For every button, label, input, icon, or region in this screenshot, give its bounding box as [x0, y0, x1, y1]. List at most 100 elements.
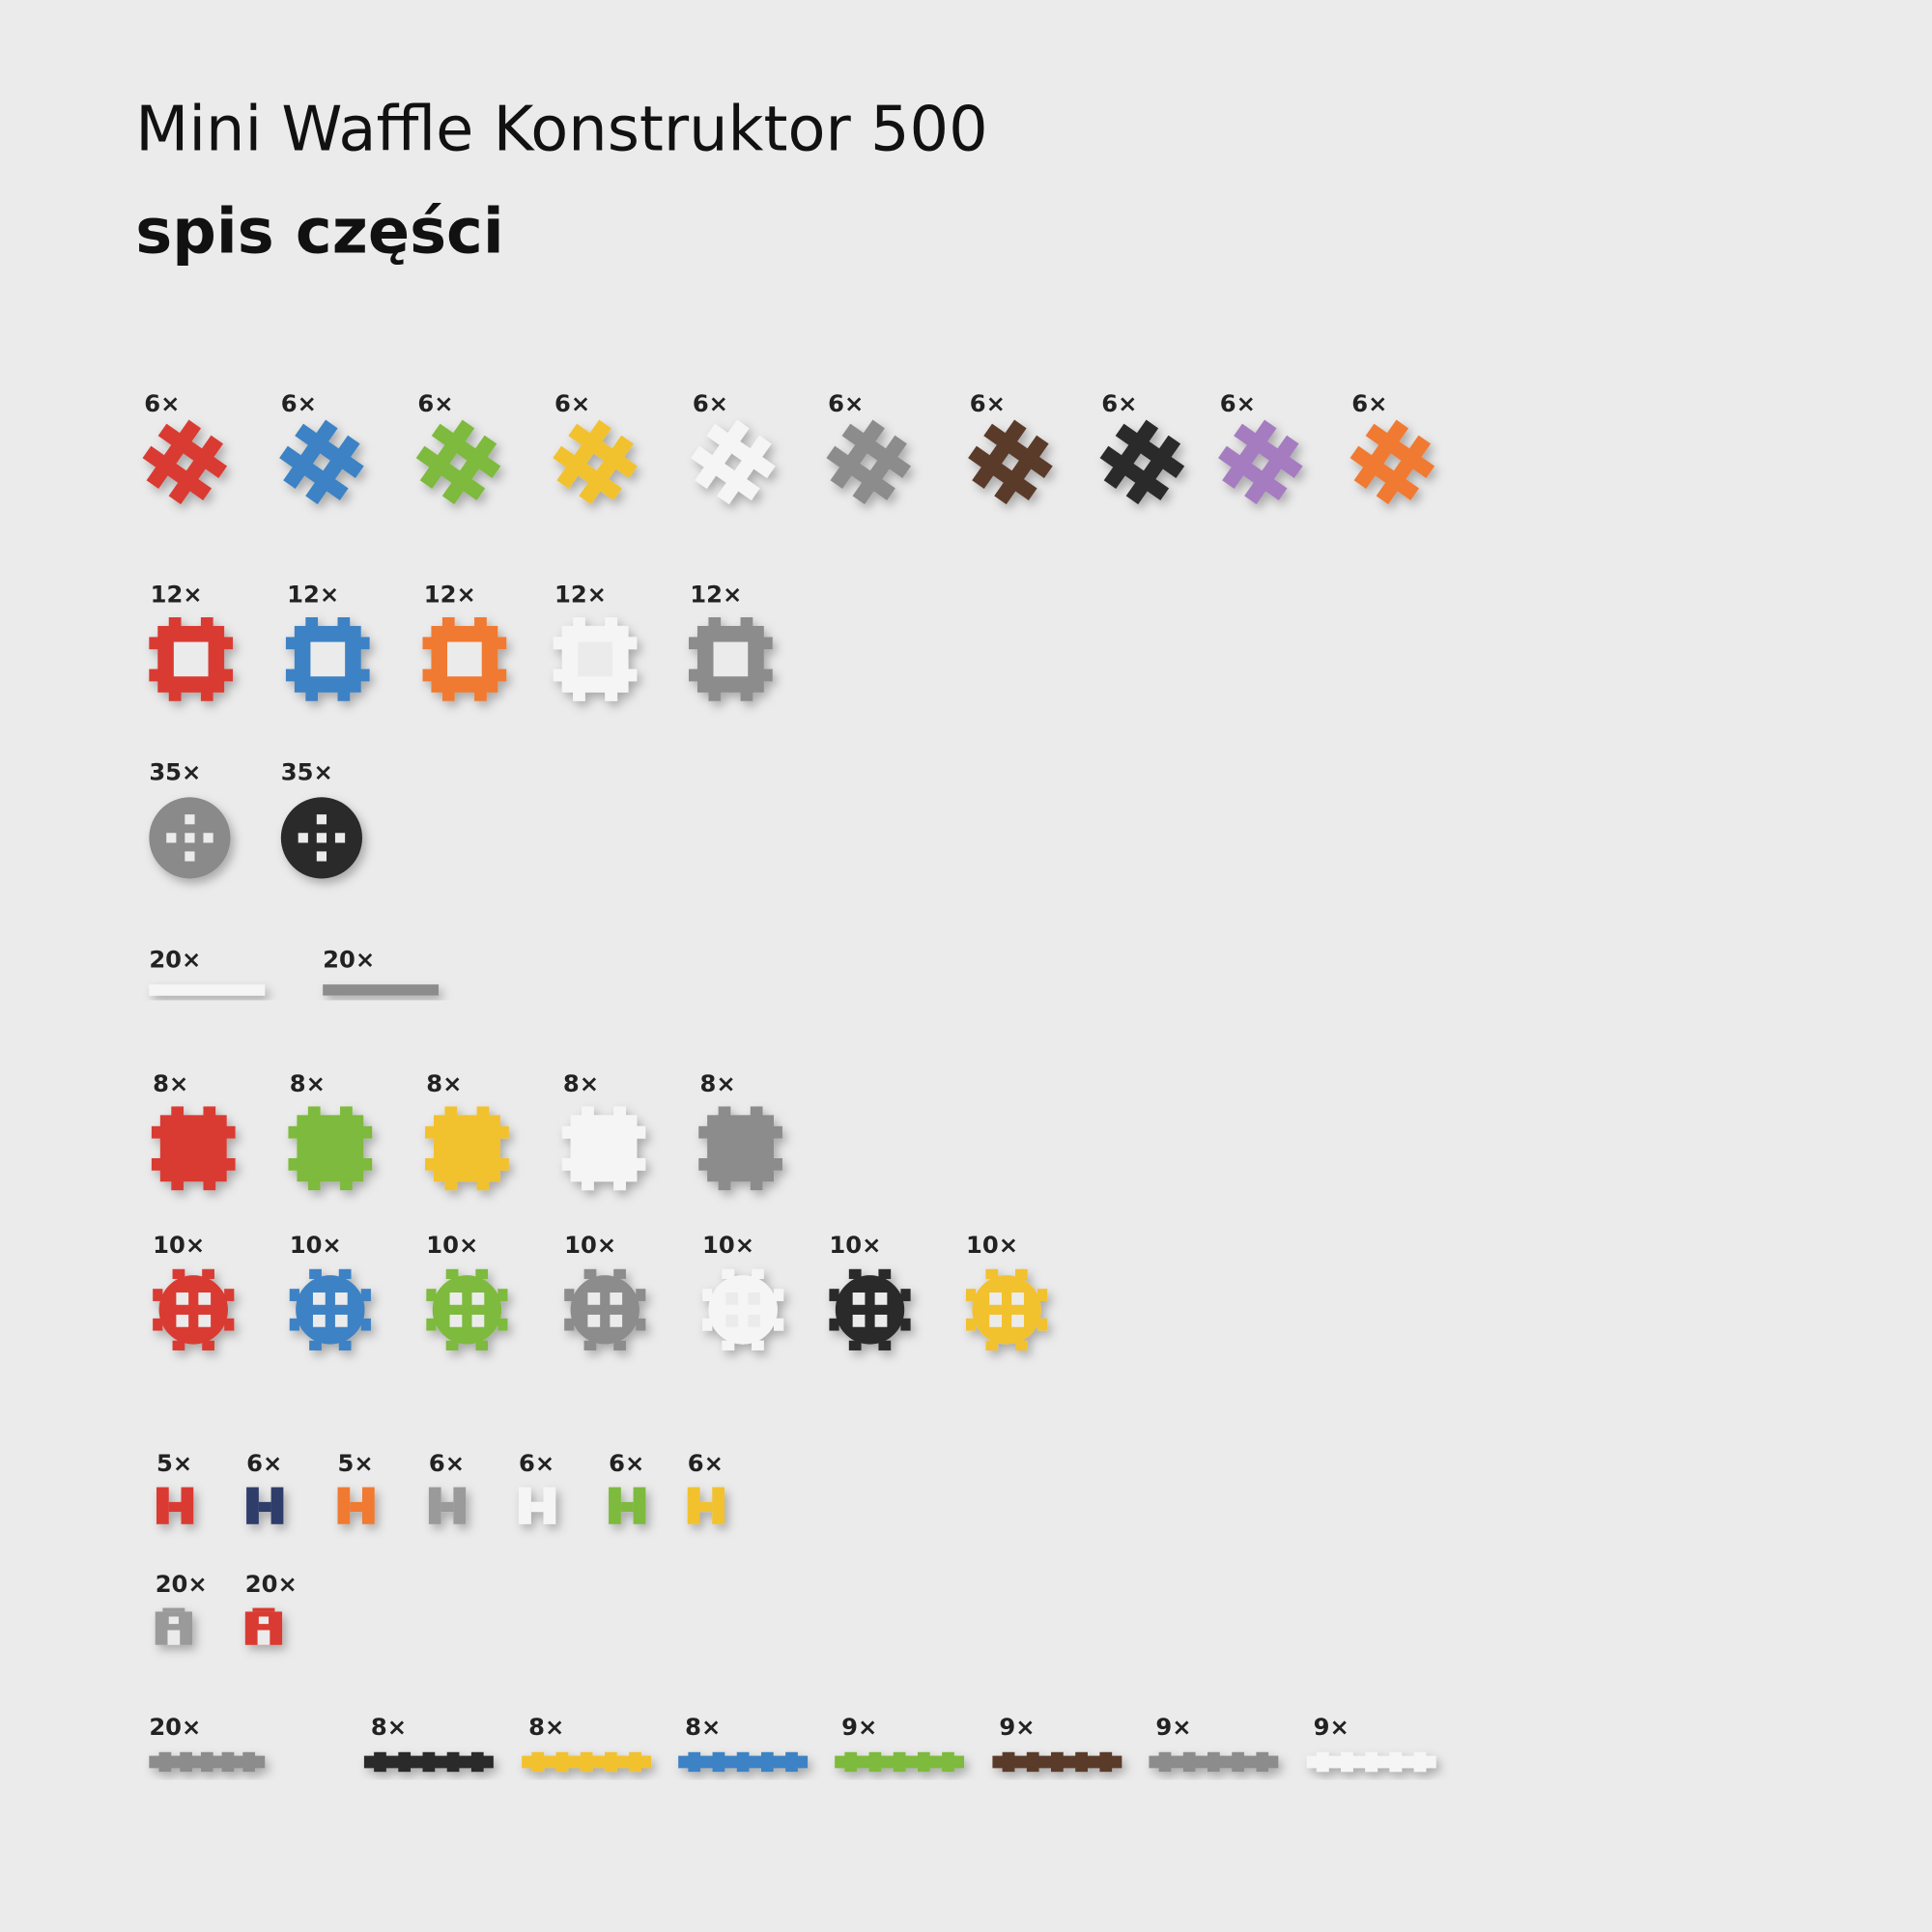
part-segment — [627, 637, 638, 650]
part-segment — [288, 1157, 298, 1171]
part-segment — [415, 445, 486, 501]
part-segment — [841, 423, 912, 479]
part-h — [156, 1487, 194, 1524]
part-segment — [1037, 1318, 1048, 1331]
count-label: 6× — [1351, 390, 1387, 417]
part-segment — [476, 1179, 490, 1191]
part-segment — [225, 1125, 236, 1139]
part-segment — [471, 1314, 485, 1327]
part-segment — [587, 1314, 601, 1327]
part-segment — [610, 1314, 623, 1327]
part-segment — [185, 833, 195, 843]
part-segment — [702, 1318, 713, 1331]
part-segment — [689, 637, 699, 650]
part-segment — [752, 1268, 764, 1279]
part-segment — [874, 1293, 888, 1305]
part-segment — [966, 1318, 977, 1331]
part-segment — [760, 1751, 774, 1773]
part-segment — [582, 1106, 594, 1117]
part-segment — [498, 1125, 509, 1139]
gear-body — [972, 1275, 1041, 1345]
count-label: 6× — [609, 1450, 644, 1477]
part-segment — [221, 1751, 235, 1773]
part-stick — [835, 1751, 965, 1773]
part-segment — [497, 637, 507, 650]
part-segment — [419, 419, 475, 490]
part-segment — [171, 1179, 185, 1191]
part-segment — [725, 1293, 739, 1305]
part-segment — [573, 617, 585, 628]
count-label: 5× — [156, 1450, 192, 1477]
part-segment — [985, 1268, 999, 1279]
gear-body — [835, 1275, 905, 1345]
part-segment — [740, 617, 753, 628]
lattice — [1350, 419, 1435, 505]
part-segment — [398, 1751, 412, 1773]
part-segment — [712, 1487, 724, 1524]
part-h — [687, 1487, 724, 1524]
part-segment — [518, 1487, 531, 1524]
part-segment — [447, 641, 482, 677]
part-segment — [587, 1293, 601, 1305]
part-segment — [279, 445, 349, 501]
part-segment — [826, 445, 895, 501]
part-segment — [610, 1293, 623, 1305]
part-segment — [553, 445, 622, 501]
part-segment — [185, 851, 195, 862]
part-segment — [580, 1751, 593, 1773]
part-segment — [748, 1293, 760, 1305]
part-segment — [829, 1289, 839, 1301]
part-segment — [181, 1487, 194, 1524]
part-segment — [362, 1125, 373, 1139]
part-segment — [316, 814, 327, 825]
count-label: 20× — [149, 1714, 201, 1741]
part-segment — [718, 1106, 731, 1117]
part-stick — [992, 1751, 1122, 1773]
part-segment — [203, 1179, 216, 1191]
part-segment — [1051, 1751, 1064, 1773]
part-segment — [252, 1607, 275, 1612]
part-segment — [531, 1751, 545, 1773]
count-label: 12× — [151, 582, 203, 609]
count-label: 8× — [290, 1070, 326, 1097]
part-segment — [722, 1340, 735, 1350]
part-segment — [446, 1751, 460, 1773]
part-segment — [785, 1751, 798, 1773]
part-segment — [1234, 423, 1303, 479]
part-segment — [573, 691, 585, 701]
part-segment — [222, 637, 234, 650]
part-segment — [422, 637, 433, 650]
part-segment — [168, 691, 182, 701]
count-label: 35× — [149, 758, 201, 785]
part-segment — [309, 1340, 322, 1350]
part-segment — [156, 1487, 169, 1524]
part-lattice — [1218, 419, 1303, 505]
part-segment — [874, 1314, 888, 1327]
part-segment — [289, 1318, 299, 1331]
part-segment — [359, 637, 370, 650]
part-segment — [900, 1318, 911, 1331]
count-label: 6× — [554, 390, 590, 417]
part-segment — [702, 1289, 713, 1301]
part-segment — [298, 833, 308, 843]
part-square — [561, 1106, 646, 1191]
part-segment — [568, 423, 638, 479]
part-segment — [1015, 1268, 1028, 1279]
part-segment — [772, 1157, 782, 1171]
part-stick — [1306, 1751, 1436, 1773]
part-frame — [422, 617, 507, 701]
part-segment — [476, 1106, 490, 1117]
part-segment — [968, 445, 1037, 501]
lattice — [415, 419, 501, 505]
part-segment — [1376, 435, 1432, 505]
part-segment — [180, 1751, 192, 1773]
part-segment — [222, 668, 234, 682]
part-segment — [428, 1487, 441, 1524]
part-segment — [772, 1125, 782, 1139]
part-segment — [633, 1487, 646, 1524]
part-segment — [426, 1318, 437, 1331]
part-segment — [168, 1616, 179, 1625]
part-segment — [1389, 1751, 1403, 1773]
part-segment — [748, 1314, 760, 1327]
